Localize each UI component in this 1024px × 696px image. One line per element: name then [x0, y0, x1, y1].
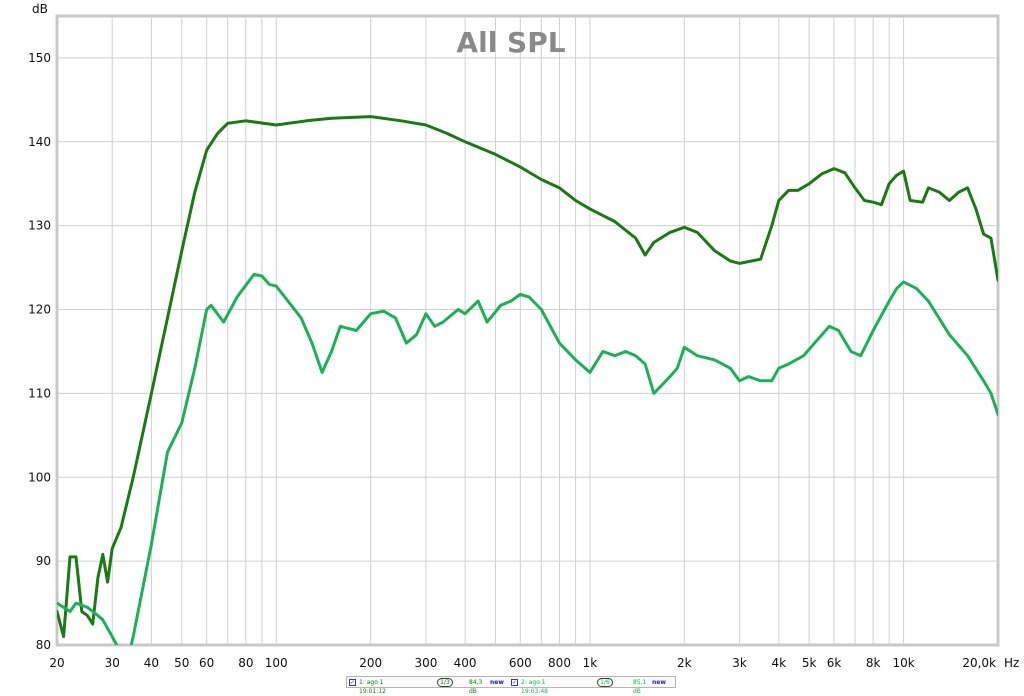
- x-tick-label: 40: [144, 656, 159, 670]
- x-tick-label: 50: [174, 656, 189, 670]
- x-tick-label: 6k: [827, 656, 842, 670]
- x-tick-label: 20: [49, 656, 64, 670]
- legend: ✓ 1: ago 1 19:01:12 1/3 84,3 dB new ✓ 2:…: [346, 676, 676, 695]
- x-unit-label: Hz: [1004, 656, 1019, 670]
- curves: [57, 115, 998, 645]
- y-tick-label: 120: [28, 303, 51, 317]
- legend-checkbox-2[interactable]: ✓: [511, 679, 518, 686]
- x-tick-label: 30: [105, 656, 120, 670]
- series-line-2: [57, 272, 998, 645]
- y-unit-label: dB: [32, 2, 48, 16]
- x-tick-label: 1k: [583, 656, 598, 670]
- x-tick-label: 300: [414, 656, 437, 670]
- legend-tag-2: new: [652, 679, 666, 686]
- legend-symbol-2[interactable]: 1/6: [597, 678, 613, 687]
- legend-value-2: 85,1 dB: [633, 679, 647, 695]
- series-line-1: [57, 115, 998, 639]
- x-tick-label: 60: [199, 656, 214, 670]
- y-tick-label: 130: [28, 219, 51, 233]
- y-tick-label: 150: [28, 51, 51, 65]
- y-tick-label: 90: [36, 554, 51, 568]
- y-tick-label: 100: [28, 470, 51, 484]
- x-tick-label: 200: [359, 656, 382, 670]
- y-tick-label: 110: [28, 386, 51, 400]
- x-tick-labels: 20 30 40 50 60 80 100 200 300 400 600 800 1k 2k 3k 4k 5k…: [49, 656, 996, 670]
- y-tick-label: 140: [28, 135, 51, 149]
- y-tick-label: 80: [36, 638, 51, 652]
- x-tick-label: 3k: [732, 656, 747, 670]
- legend-tag-1: new: [490, 679, 504, 686]
- x-tick-label: 2k: [677, 656, 692, 670]
- x-tick-label: 80: [238, 656, 253, 670]
- x-tick-label: 800: [548, 656, 571, 670]
- x-tick-label: 10k: [892, 656, 914, 670]
- legend-symbol-1[interactable]: 1/3: [437, 678, 453, 687]
- legend-value-1: 84,3 dB: [469, 679, 483, 695]
- x-tick-label: 4k: [771, 656, 786, 670]
- legend-label-2: 2: ago 1 19:03:48: [521, 679, 548, 695]
- chart-title: All SPL: [456, 26, 565, 59]
- plot-frame: [55, 14, 1000, 647]
- y-tick-labels: 80 90 100 110 120 130 140 150: [28, 51, 51, 652]
- legend-checkbox-1[interactable]: ✓: [349, 679, 356, 686]
- legend-label-1: 1: ago 1 19:01:12: [359, 679, 386, 695]
- x-tick-label: 5k: [802, 656, 817, 670]
- x-tick-label: 100: [265, 656, 288, 670]
- x-tick-label: 20,0k: [962, 656, 996, 670]
- x-tick-label: 600: [509, 656, 532, 670]
- x-tick-label: 400: [454, 656, 477, 670]
- x-tick-label: 8k: [866, 656, 881, 670]
